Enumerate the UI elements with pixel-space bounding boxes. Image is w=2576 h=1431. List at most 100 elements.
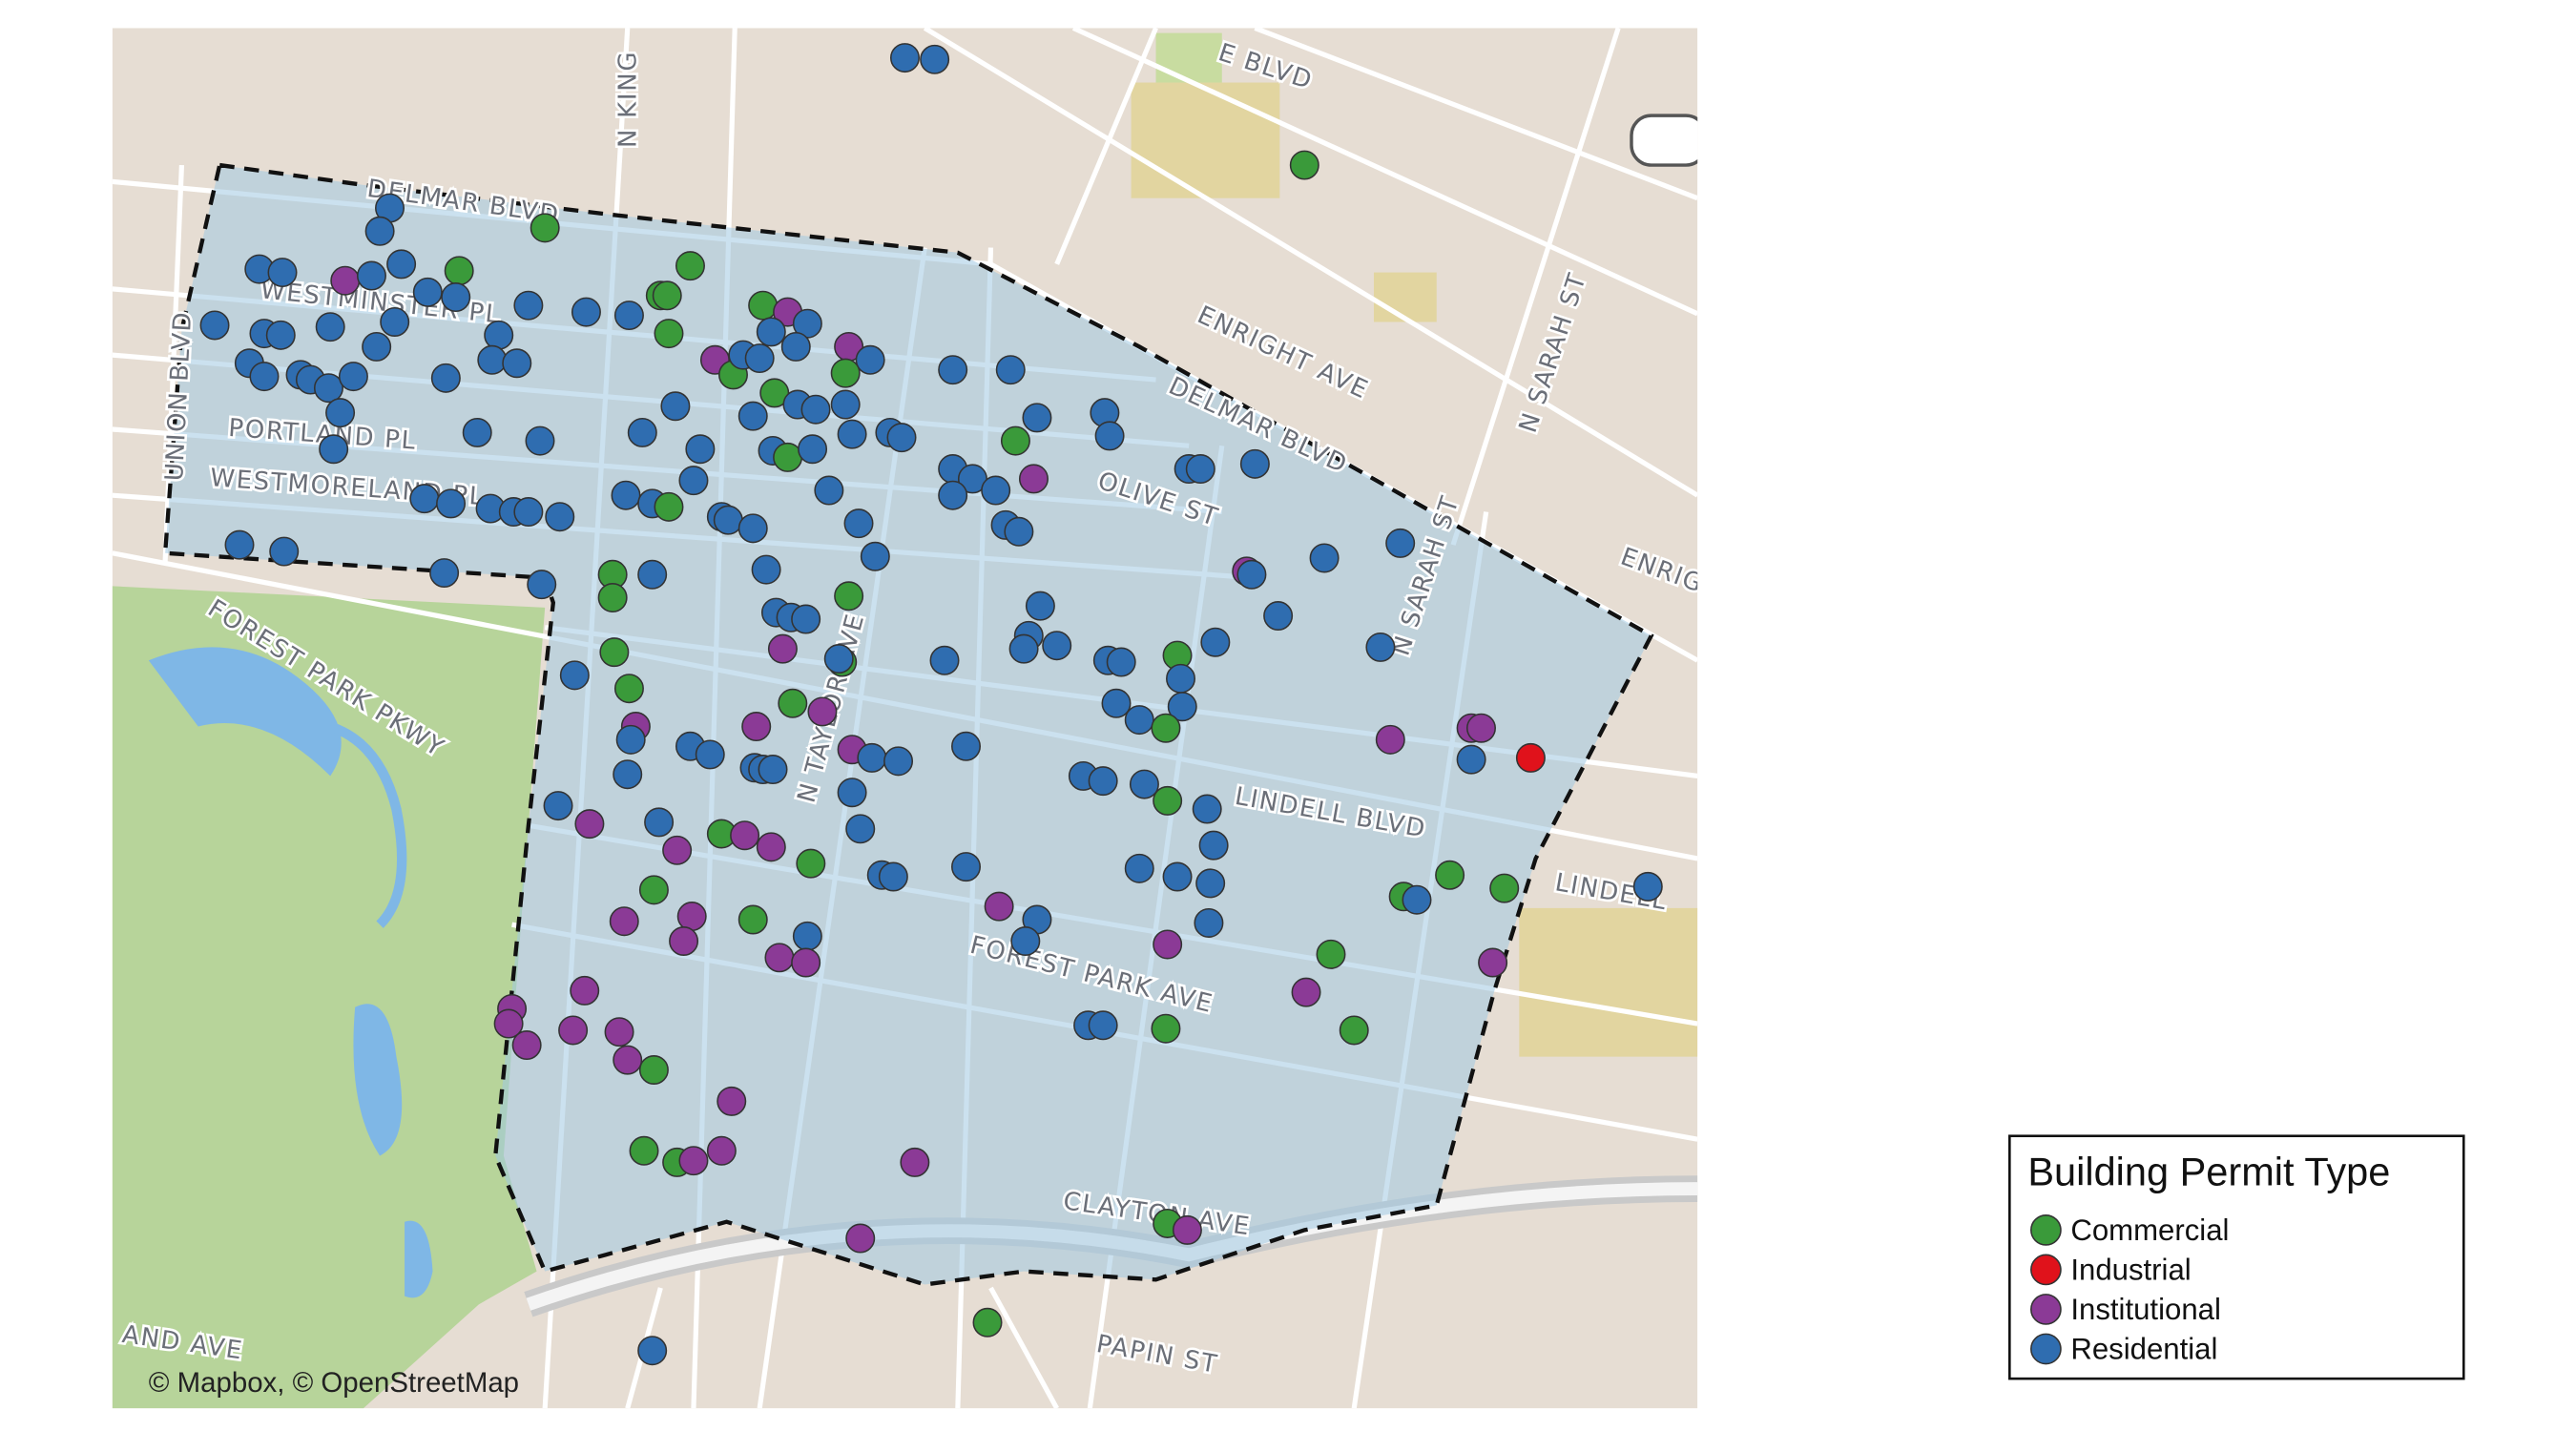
- permit-point: [493, 1008, 524, 1039]
- permit-point: [834, 581, 864, 612]
- permit-point: [860, 541, 890, 571]
- permit-point: [1194, 907, 1224, 938]
- permit-point: [525, 425, 555, 456]
- permit-point: [995, 355, 1026, 385]
- permit-point: [845, 1223, 876, 1254]
- permit-point: [764, 943, 795, 973]
- permit-point: [637, 559, 668, 590]
- permit-point: [265, 320, 296, 350]
- permit-point: [1309, 543, 1340, 573]
- permit-point: [356, 260, 386, 291]
- permit-point: [609, 906, 639, 937]
- legend-swatch: [2030, 1214, 2062, 1246]
- permit-point: [627, 417, 657, 447]
- permit-point: [1153, 785, 1183, 816]
- permit-point: [597, 583, 628, 613]
- permit-point: [559, 660, 590, 691]
- permit-point: [1339, 1015, 1369, 1046]
- permit-point: [1192, 794, 1222, 824]
- permit-point: [545, 502, 575, 532]
- permit-point: [741, 712, 772, 741]
- permit-point: [267, 258, 298, 288]
- legend-swatch: [2030, 1333, 2062, 1365]
- permit-point: [792, 921, 822, 951]
- permit-point: [981, 475, 1011, 506]
- permit-point: [1124, 705, 1154, 736]
- permit-point: [1010, 926, 1041, 956]
- permit-point: [1489, 873, 1520, 903]
- permit-point: [1008, 633, 1039, 664]
- permit-point: [780, 331, 811, 362]
- permit-point: [1167, 692, 1197, 722]
- permit-point: [717, 1086, 747, 1116]
- permit-point: [843, 508, 874, 539]
- permit-point: [845, 814, 876, 844]
- permit-point: [362, 331, 392, 362]
- permit-point: [1166, 663, 1195, 694]
- permit-point: [730, 820, 760, 851]
- permit-point: [830, 358, 861, 388]
- permit-point: [429, 558, 460, 589]
- permit-point: [1094, 421, 1125, 451]
- permit-point: [798, 434, 828, 465]
- permit-point: [1185, 454, 1215, 485]
- permit-point: [737, 513, 768, 544]
- permit-point: [570, 975, 600, 1006]
- permit-point: [756, 832, 786, 862]
- permit-point: [662, 835, 693, 865]
- permit-point: [737, 904, 768, 935]
- permit-point: [430, 363, 461, 393]
- permit-point: [652, 280, 682, 311]
- permit-point: [883, 746, 914, 777]
- permit-point: [484, 320, 514, 350]
- permit-point: [637, 1336, 668, 1366]
- legend-title: Building Permit Type: [2027, 1150, 2390, 1194]
- permit-point: [386, 249, 417, 280]
- permit-point: [1375, 724, 1405, 755]
- permit-point: [744, 343, 775, 374]
- permit-point: [249, 362, 280, 392]
- permit-point: [737, 401, 768, 431]
- permit-point: [675, 251, 705, 281]
- permit-point: [791, 947, 821, 978]
- permit-point: [462, 417, 492, 447]
- permit-point: [513, 497, 544, 528]
- permit-point: [660, 391, 691, 422]
- permit-point: [807, 696, 838, 727]
- permit-point: [830, 389, 861, 420]
- permit-point: [412, 277, 443, 307]
- permit-point: [1088, 766, 1118, 797]
- permit-point: [938, 480, 968, 510]
- permit-point: [543, 791, 573, 821]
- permit-point: [436, 488, 467, 519]
- permit-point: [951, 731, 982, 761]
- permit-point: [878, 861, 908, 892]
- permit-point: [685, 434, 716, 465]
- permit-point: [613, 759, 643, 790]
- permit-point: [1239, 448, 1270, 479]
- permit-point: [900, 1147, 930, 1177]
- permit-point: [678, 466, 709, 496]
- permit-point: [1316, 939, 1346, 969]
- permit-point: [1129, 769, 1159, 799]
- permit-point: [1000, 425, 1030, 456]
- permit-point: [1456, 744, 1486, 775]
- permit-point: [1018, 464, 1049, 494]
- permit-point: [800, 394, 831, 425]
- permit-point: [441, 282, 471, 313]
- permit-point: [611, 480, 641, 510]
- permit-point: [511, 1030, 542, 1061]
- permit-point: [920, 44, 950, 74]
- permit-point: [1435, 860, 1465, 890]
- permit-point: [338, 362, 368, 392]
- attribution: © Mapbox, © OpenStreetMap: [149, 1367, 519, 1399]
- permit-point: [530, 213, 560, 243]
- permit-point: [574, 809, 605, 840]
- permit-point: [1291, 977, 1321, 1007]
- permit-point: [695, 739, 725, 770]
- permit-point: [1632, 871, 1663, 902]
- permit-point: [654, 319, 684, 349]
- permit-point: [713, 505, 743, 535]
- permit-point: [644, 807, 675, 838]
- permit-point: [1088, 1010, 1118, 1041]
